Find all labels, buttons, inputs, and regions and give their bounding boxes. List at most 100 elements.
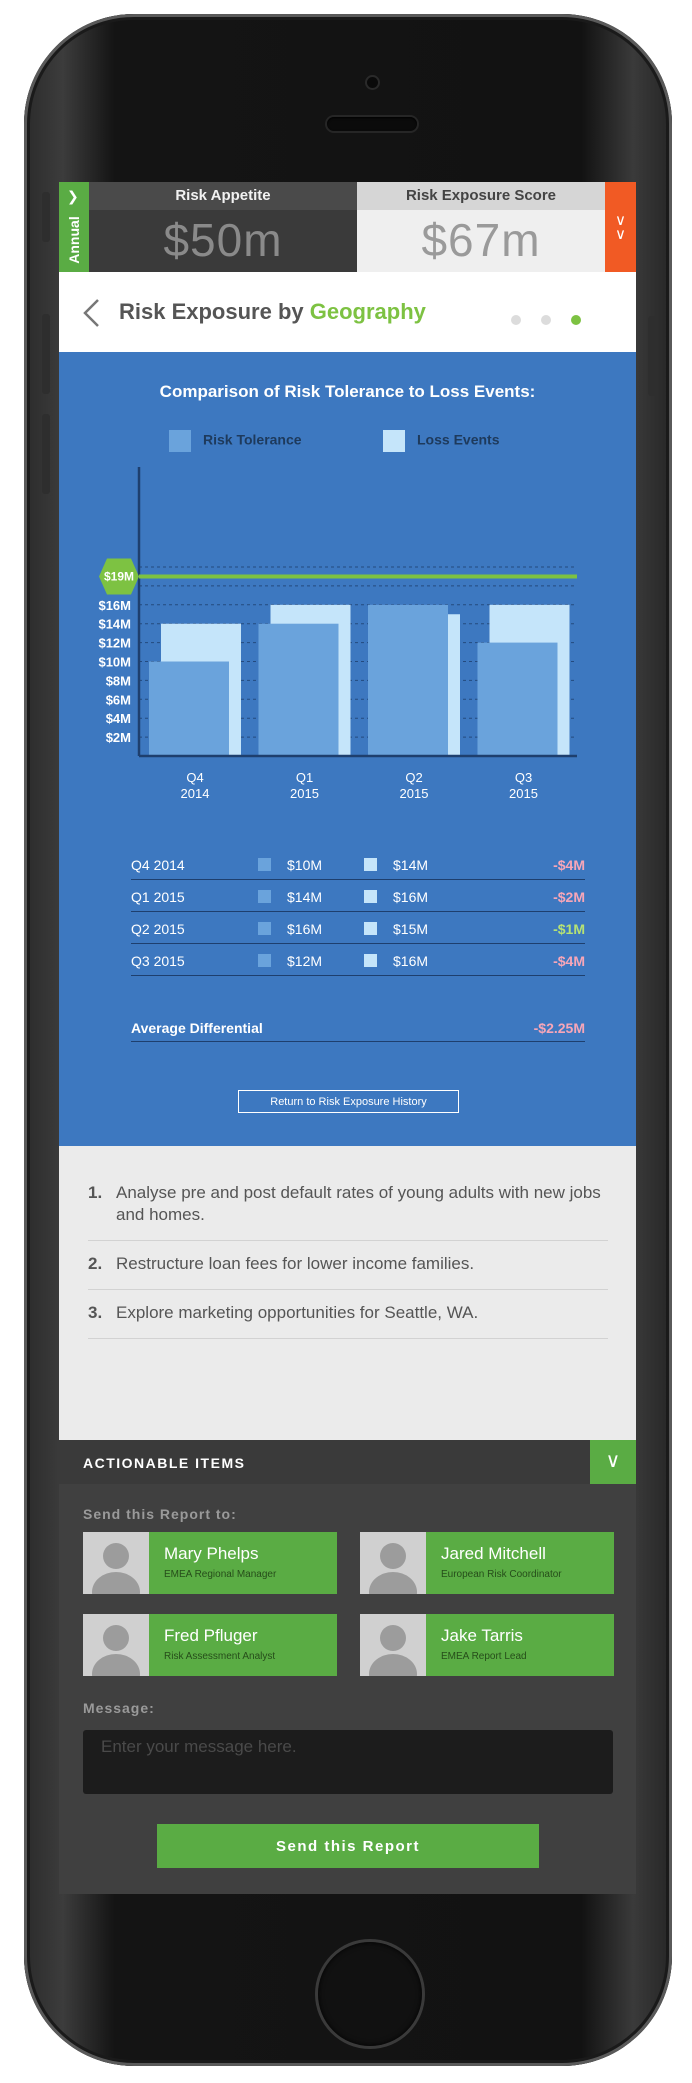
legend-label: Loss Events bbox=[417, 431, 500, 448]
bar-risk-tolerance bbox=[149, 661, 229, 756]
actionable-items-header[interactable]: ACTIONABLE ITEMS ∨ bbox=[59, 1440, 636, 1484]
expand-header-button[interactable]: ∨ ∨ bbox=[605, 182, 636, 272]
page-title-accent: Geography bbox=[309, 299, 426, 324]
tolerance-value: $10M bbox=[287, 857, 323, 873]
differential-value: -$2M bbox=[553, 889, 585, 905]
legend-loss-events: Loss Events bbox=[383, 430, 499, 452]
table-row: Q4 2014 $10M $14M -$4M bbox=[131, 848, 585, 880]
power-button bbox=[648, 316, 656, 396]
volume-up-button bbox=[42, 314, 50, 394]
contact-card[interactable]: Jared Mitchell European Risk Coordinator bbox=[360, 1532, 614, 1594]
x-tick-label: Q1 bbox=[296, 770, 313, 785]
loss-events-swatch bbox=[364, 890, 377, 903]
period-tab[interactable]: ❯ Annual bbox=[59, 182, 89, 272]
front-camera bbox=[367, 77, 378, 88]
person-silhouette-icon bbox=[369, 1543, 417, 1594]
table-row: Q3 2015 $12M $16M -$4M bbox=[131, 944, 585, 976]
message-input[interactable] bbox=[83, 1730, 613, 1794]
loss-value: $16M bbox=[393, 889, 429, 905]
tolerance-value: $14M bbox=[287, 889, 323, 905]
home-button[interactable] bbox=[318, 1942, 422, 2046]
y-tick-label: $2M bbox=[106, 730, 131, 745]
send-to-label: Send this Report to: bbox=[83, 1506, 237, 1522]
page-dot-active[interactable] bbox=[571, 315, 581, 325]
avatar bbox=[360, 1614, 426, 1676]
legend-label: Risk Tolerance bbox=[203, 431, 302, 448]
y-tick-label: $8M bbox=[106, 673, 131, 688]
threshold-badge bbox=[99, 558, 139, 595]
y-tick-label: $14M bbox=[98, 617, 131, 632]
recommendation-number: 3. bbox=[88, 1303, 103, 1322]
actionable-items-panel: Send this Report to: Mary Phelps EMEA Reg… bbox=[59, 1484, 636, 1894]
period-label: Annual bbox=[66, 216, 82, 264]
contact-role: EMEA Report Lead bbox=[441, 1651, 527, 1662]
chart-section: Comparison of Risk Tolerance to Loss Eve… bbox=[59, 352, 636, 1146]
volume-down-button bbox=[42, 414, 50, 494]
differential-value: -$4M bbox=[553, 953, 585, 969]
avatar bbox=[83, 1614, 149, 1676]
risk-appetite-label: Risk Appetite bbox=[89, 182, 357, 210]
loss-value: $16M bbox=[393, 953, 429, 969]
loss-value: $14M bbox=[393, 857, 429, 873]
page-indicator bbox=[511, 312, 601, 330]
risk-tolerance-swatch bbox=[258, 858, 271, 871]
x-tick-sublabel: 2014 bbox=[181, 786, 210, 801]
differential-value: -$4M bbox=[553, 857, 585, 873]
bar-risk-tolerance bbox=[258, 623, 339, 756]
contact-card[interactable]: Jake Tarris EMEA Report Lead bbox=[360, 1614, 614, 1676]
y-tick-label: $10M bbox=[98, 655, 131, 670]
bar-chart: Q42014Q12015Q22015Q32015$2M$4M$6M$8M$10M… bbox=[98, 467, 577, 801]
recommendation-text: Explore marketing opportunities for Seat… bbox=[116, 1303, 479, 1322]
recommendation-item: 3. Explore marketing opportunities for Se… bbox=[88, 1290, 608, 1339]
actionable-items-title: ACTIONABLE ITEMS bbox=[83, 1455, 246, 1471]
legend-swatch-loss-events bbox=[383, 430, 405, 452]
loss-value: $15M bbox=[393, 921, 429, 937]
table-row: Q2 2015 $16M $15M -$1M bbox=[131, 912, 585, 944]
risk-appetite-value: $50m bbox=[89, 210, 357, 272]
comparison-table: Q4 2014 $10M $14M -$4M Q1 2015 $14M $16M -$2M Q2… bbox=[131, 848, 585, 976]
send-report-button[interactable]: Send this Report bbox=[157, 1824, 539, 1868]
quarter-label: Q1 2015 bbox=[131, 889, 185, 905]
double-chevron-down-icon: ∨ ∨ bbox=[615, 212, 626, 243]
avatar bbox=[360, 1532, 426, 1594]
message-label: Message: bbox=[83, 1700, 155, 1716]
loss-events-swatch bbox=[364, 922, 377, 935]
risk-tolerance-swatch bbox=[258, 890, 271, 903]
contact-card[interactable]: Mary Phelps EMEA Regional Manager bbox=[83, 1532, 337, 1594]
contact-name: Mary Phelps bbox=[164, 1544, 259, 1563]
quarter-label: Q4 2014 bbox=[131, 857, 185, 873]
bar-risk-tolerance bbox=[368, 604, 448, 756]
person-silhouette-icon bbox=[92, 1625, 140, 1676]
back-arrow-icon[interactable] bbox=[81, 298, 103, 328]
risk-exposure-metric: Risk Exposure Score $67m bbox=[357, 182, 605, 272]
mute-switch bbox=[42, 192, 50, 242]
tolerance-value: $12M bbox=[287, 953, 323, 969]
risk-tolerance-swatch bbox=[258, 954, 271, 967]
average-value: -$2.25M bbox=[533, 1020, 585, 1036]
legend-swatch-risk-tolerance bbox=[169, 430, 191, 452]
y-tick-label: $6M bbox=[106, 692, 131, 707]
risk-exposure-value: $67m bbox=[357, 210, 605, 272]
contact-card[interactable]: Fred Pfluger Risk Assessment Analyst bbox=[83, 1614, 337, 1676]
average-differential-row: Average Differential -$2.25M bbox=[131, 1016, 585, 1042]
quarter-label: Q2 2015 bbox=[131, 921, 185, 937]
x-tick-label: Q4 bbox=[186, 770, 203, 785]
page-dot[interactable] bbox=[541, 315, 551, 325]
contact-name: Jake Tarris bbox=[441, 1626, 523, 1645]
tolerance-value: $16M bbox=[287, 921, 323, 937]
collapse-toggle[interactable]: ∨ bbox=[590, 1440, 636, 1484]
page-title-prefix: Risk Exposure by bbox=[119, 299, 310, 324]
app-screen: ❯ Annual Risk Appetite $50m Risk Exposur… bbox=[59, 182, 636, 1894]
recommendation-text: Restructure loan fees for lower income f… bbox=[116, 1254, 475, 1273]
return-to-history-button[interactable]: Return to Risk Exposure History bbox=[238, 1090, 459, 1113]
contact-role: European Risk Coordinator bbox=[441, 1569, 562, 1580]
title-bar: Risk Exposure by Geography bbox=[59, 272, 636, 352]
recommendation-number: 2. bbox=[88, 1254, 103, 1273]
recommendation-text: Analyse pre and post default rates of yo… bbox=[116, 1183, 601, 1224]
x-tick-label: Q3 bbox=[515, 770, 532, 785]
page-dot[interactable] bbox=[511, 315, 521, 325]
loss-events-swatch bbox=[364, 954, 377, 967]
contact-name: Fred Pfluger bbox=[164, 1626, 258, 1645]
metrics-header: ❯ Annual Risk Appetite $50m Risk Exposur… bbox=[59, 182, 636, 272]
x-tick-sublabel: 2015 bbox=[509, 786, 538, 801]
